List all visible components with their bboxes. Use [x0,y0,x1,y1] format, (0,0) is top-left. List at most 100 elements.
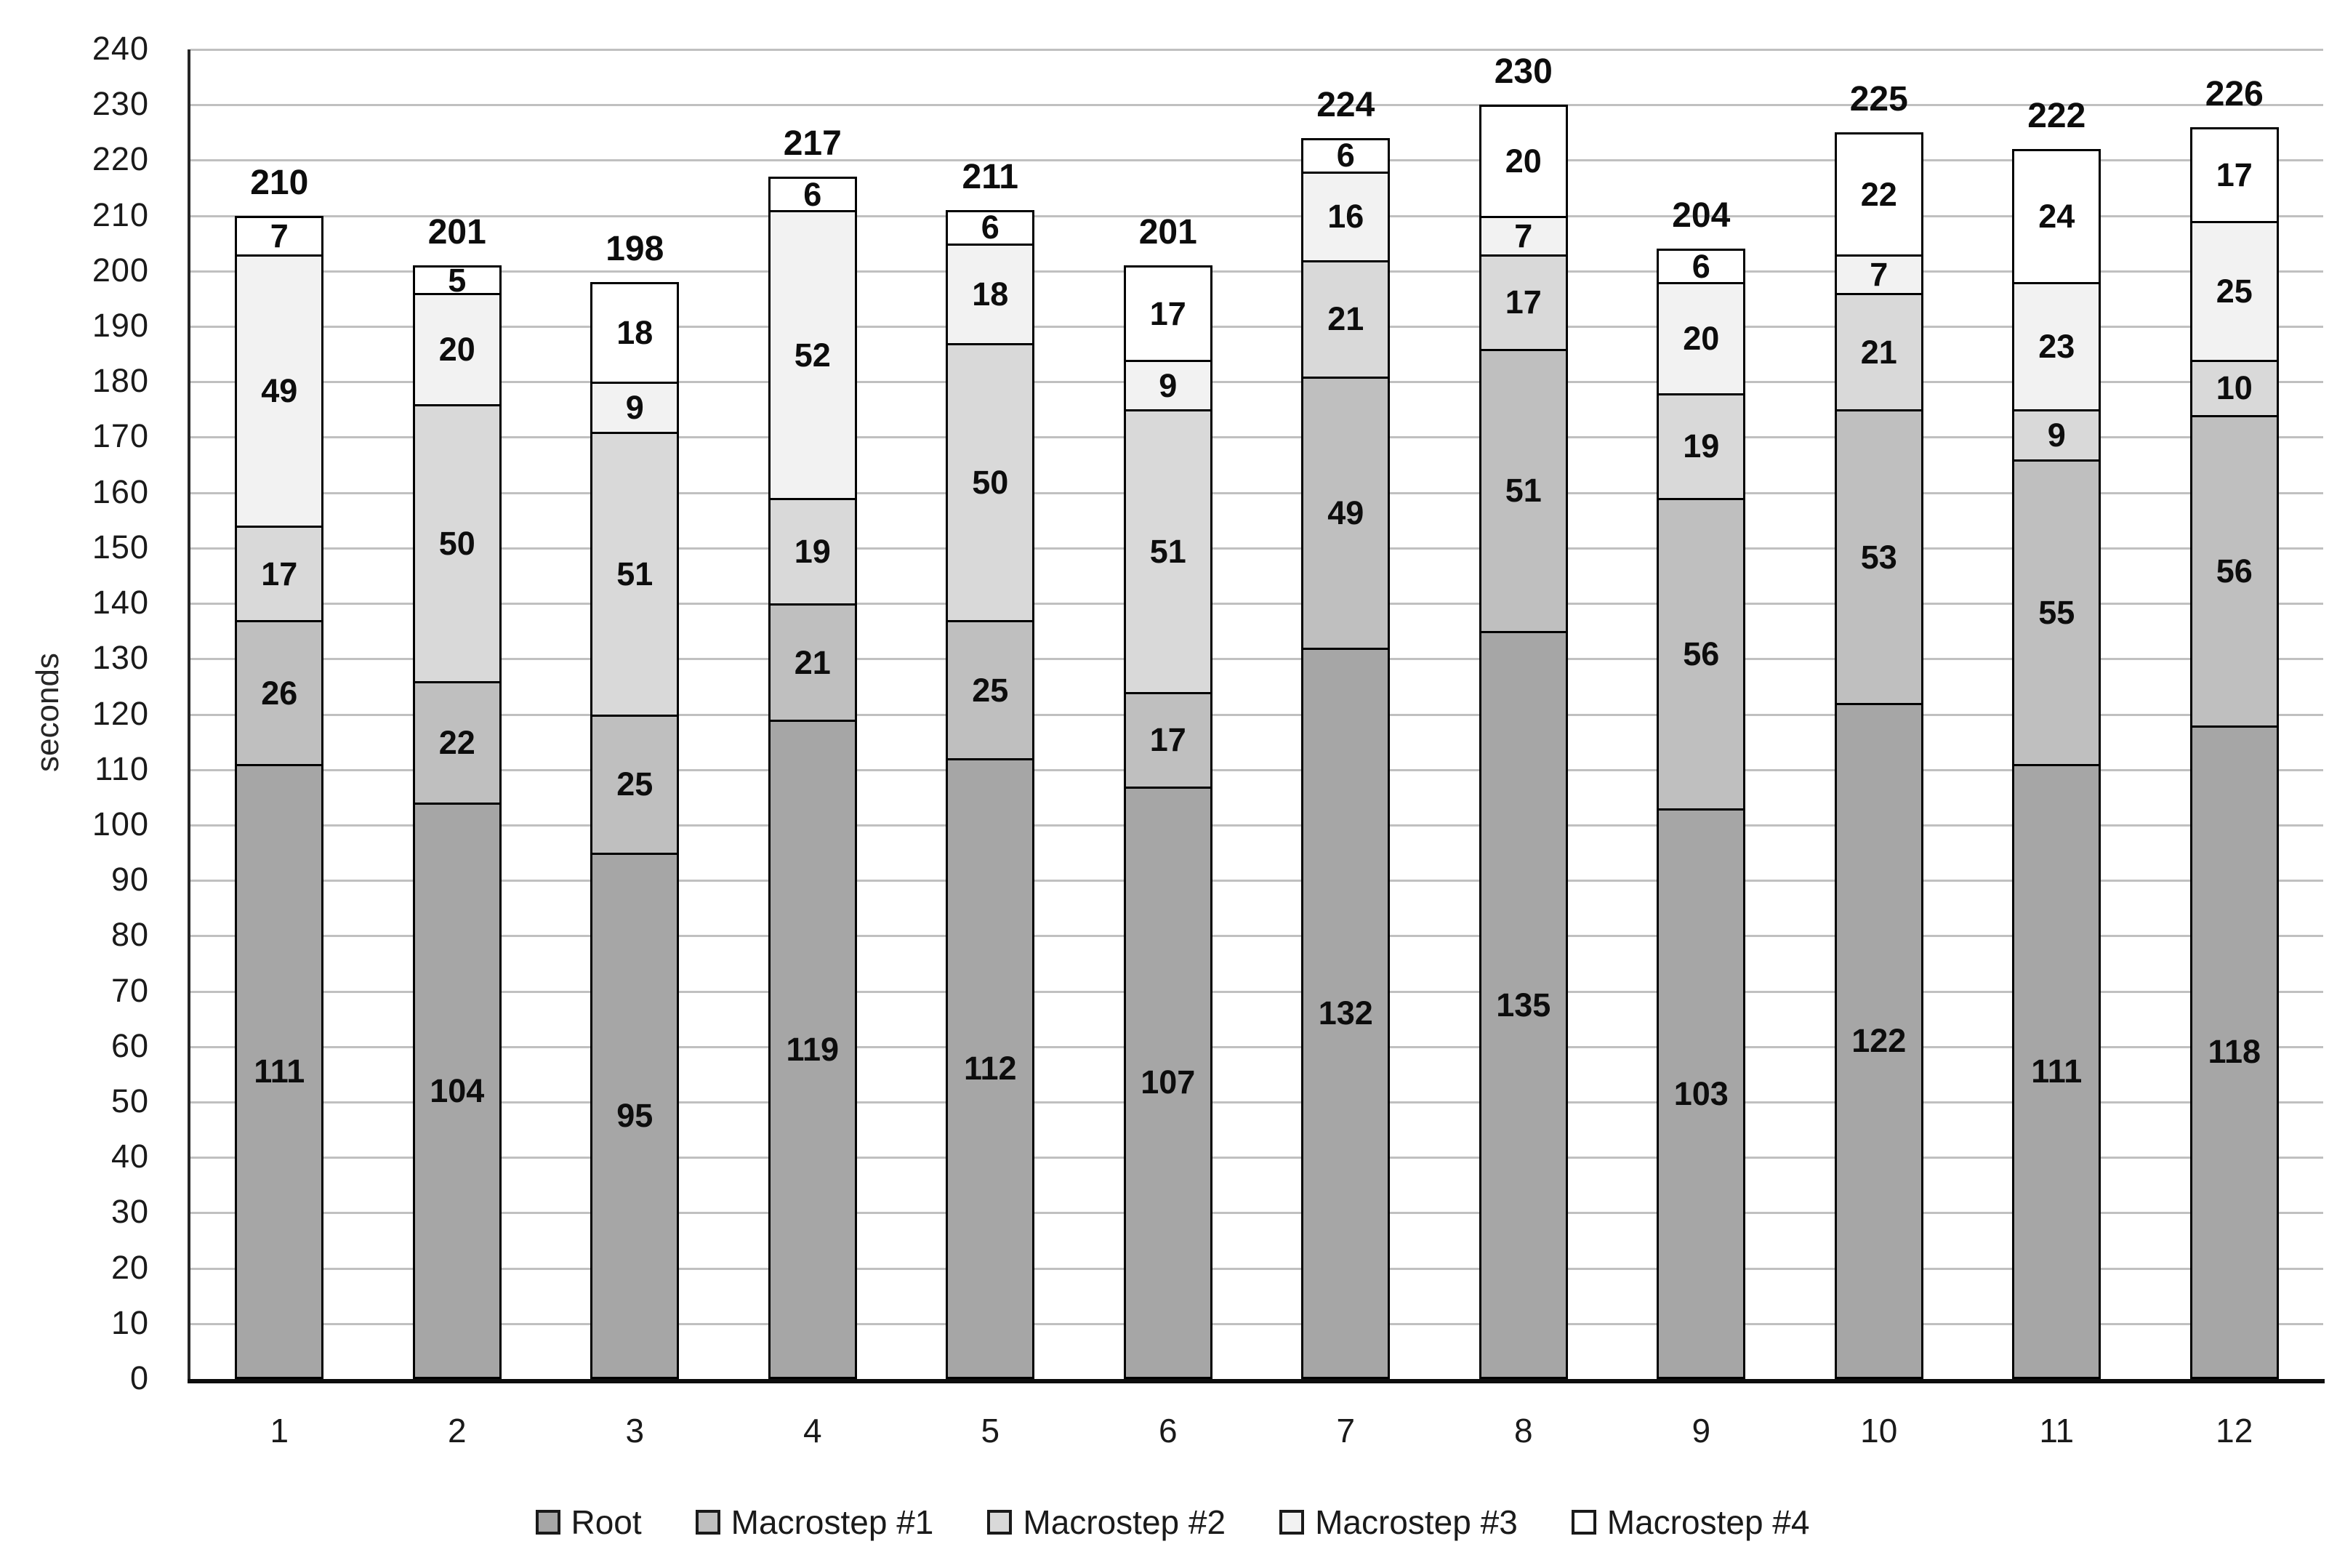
gridline [190,491,2323,494]
x-axis-line [188,1379,2325,1383]
y-tick-label: 220 [92,140,149,178]
y-tick-label: 30 [110,1193,149,1231]
bar-segment-macrostep-4: 7 [235,215,324,257]
bar-segment-macrostep-1: 51 [1479,348,1568,634]
x-category-label: 6 [1158,1412,1178,1450]
bar-segment-macrostep-2: 50 [412,403,502,683]
bar-segment-macrostep-2: 19 [768,498,857,606]
bar-segment-root: 104 [412,803,502,1379]
bar-slot: 225 122 53 21 7 22 [1790,49,1968,1379]
y-tick-label: 0 [129,1359,149,1396]
x-category-label: 7 [1336,1412,1356,1450]
bar-segment-macrostep-1: 25 [946,619,1035,761]
x-category-label: 5 [981,1412,1000,1450]
bar-segment-macrostep-3: 23 [2012,282,2101,412]
gridline [190,214,2323,217]
bar-segment-macrostep-2: 19 [1657,393,1746,501]
y-tick-label: 50 [110,1082,149,1119]
x-category-label: 3 [625,1412,645,1450]
legend-label: Macrostep #4 [1606,1503,1810,1541]
bar-segment-macrostep-3: 25 [2189,221,2279,362]
bar-segment-macrostep-2: 51 [1123,409,1212,695]
bar-total-label: 211 [962,158,1018,197]
y-tick-label: 140 [92,584,149,622]
bar-slot: 201 107 17 51 9 17 [1079,49,1258,1379]
bar-slot: 217 119 21 19 52 6 [724,49,902,1379]
y-tick-label: 120 [92,694,149,732]
gridline [190,935,2323,938]
stacked-bar: 111 26 17 49 7 [235,215,324,1379]
y-tick-label: 90 [110,861,149,898]
bar-segment-root: 103 [1657,808,1746,1379]
bar-segment-macrostep-1: 56 [1657,498,1746,811]
bar-slot: 230 135 51 17 7 20 [1435,49,1613,1379]
x-category-label: 10 [1860,1412,1898,1450]
bar-segment-macrostep-2: 21 [1834,293,1923,412]
bar-total-label: 230 [1494,52,1553,92]
bar-segment-root: 118 [2189,725,2279,1379]
bar-total-label: 198 [606,230,664,269]
bar-segment-macrostep-1: 26 [235,619,324,767]
gridline [190,326,2323,329]
bar-total-label: 204 [1672,196,1731,236]
bar-segment-macrostep-1: 17 [1123,692,1212,789]
bar-slot: 224 132 49 21 16 6 [1257,49,1435,1379]
bar-total-label: 222 [2027,97,2086,136]
y-tick-label: 10 [110,1303,149,1341]
legend: Root Macrostep #1 Macrostep #2 Macrostep #3… [0,1499,2345,1545]
legend-label: Macrostep #3 [1315,1503,1518,1541]
x-category-label: 1 [270,1412,289,1450]
bar-segment-macrostep-2: 51 [590,431,680,717]
stacked-bar: 104 22 50 20 5 [412,264,502,1379]
legend-item-macrostep-4: Macrostep #4 [1571,1503,1810,1542]
bar-slot: 204 103 56 19 20 6 [1612,49,1790,1379]
bar-segment-macrostep-4: 6 [768,177,857,213]
gridline [190,1045,2323,1048]
gridline [190,547,2323,550]
legend-item-root: Root [535,1503,642,1542]
bar-total-label: 201 [427,213,486,252]
gridline [190,824,2323,827]
bar-slot: 210 111 26 17 49 7 [190,49,369,1379]
bar-segment-macrostep-3: 9 [1123,359,1212,412]
y-tick-label: 70 [110,971,149,1009]
gridline [190,159,2323,162]
gridline [190,990,2323,993]
bar-slot: 198 95 25 51 9 18 [546,49,724,1379]
y-tick-label: 230 [92,85,149,123]
bar-segment-macrostep-3: 20 [1657,282,1746,395]
y-tick-label: 190 [92,306,149,344]
bar-total-label: 224 [1316,85,1375,124]
bar-segment-macrostep-3: 20 [412,293,502,406]
bar-total-label: 217 [783,124,842,164]
stacked-bar: 107 17 51 9 17 [1123,265,1212,1379]
bar-segment-macrostep-4: 17 [2189,126,2279,224]
legend-label: Root [571,1503,642,1541]
bar-segment-macrostep-4: 6 [946,210,1035,246]
bar-segment-macrostep-3: 16 [1301,171,1391,262]
y-tick-label: 40 [110,1138,149,1175]
bar-segment-root: 122 [1834,703,1923,1379]
bar-segment-macrostep-3: 7 [1834,254,1923,296]
stacked-bar: 118 56 10 25 17 [2189,126,2279,1379]
bar-slot: 211 112 25 50 18 6 [901,49,1079,1379]
gridline [190,658,2323,661]
bar-segment-root: 132 [1301,648,1391,1379]
bar-total-label: 210 [250,163,309,202]
bar-segment-root: 135 [1479,631,1568,1379]
bar-segment-macrostep-1: 53 [1834,409,1923,706]
stacked-bar: 119 21 19 52 6 [768,177,857,1379]
legend-label: Macrostep #1 [731,1503,934,1541]
bar-segment-root: 111 [235,764,324,1379]
x-category-label: 12 [2216,1412,2253,1450]
y-tick-label: 110 [94,749,149,787]
y-tick-label: 180 [92,362,149,400]
bar-segment-root: 107 [1123,786,1212,1379]
gridline [190,603,2323,606]
bar-segment-macrostep-2: 50 [946,342,1035,622]
bar-segment-macrostep-4: 6 [1301,137,1391,174]
stacked-bar: 103 56 19 20 6 [1657,249,1746,1379]
gridline [190,49,2323,51]
legend-marker-icon [1279,1510,1305,1535]
y-tick-label: 130 [92,639,149,677]
